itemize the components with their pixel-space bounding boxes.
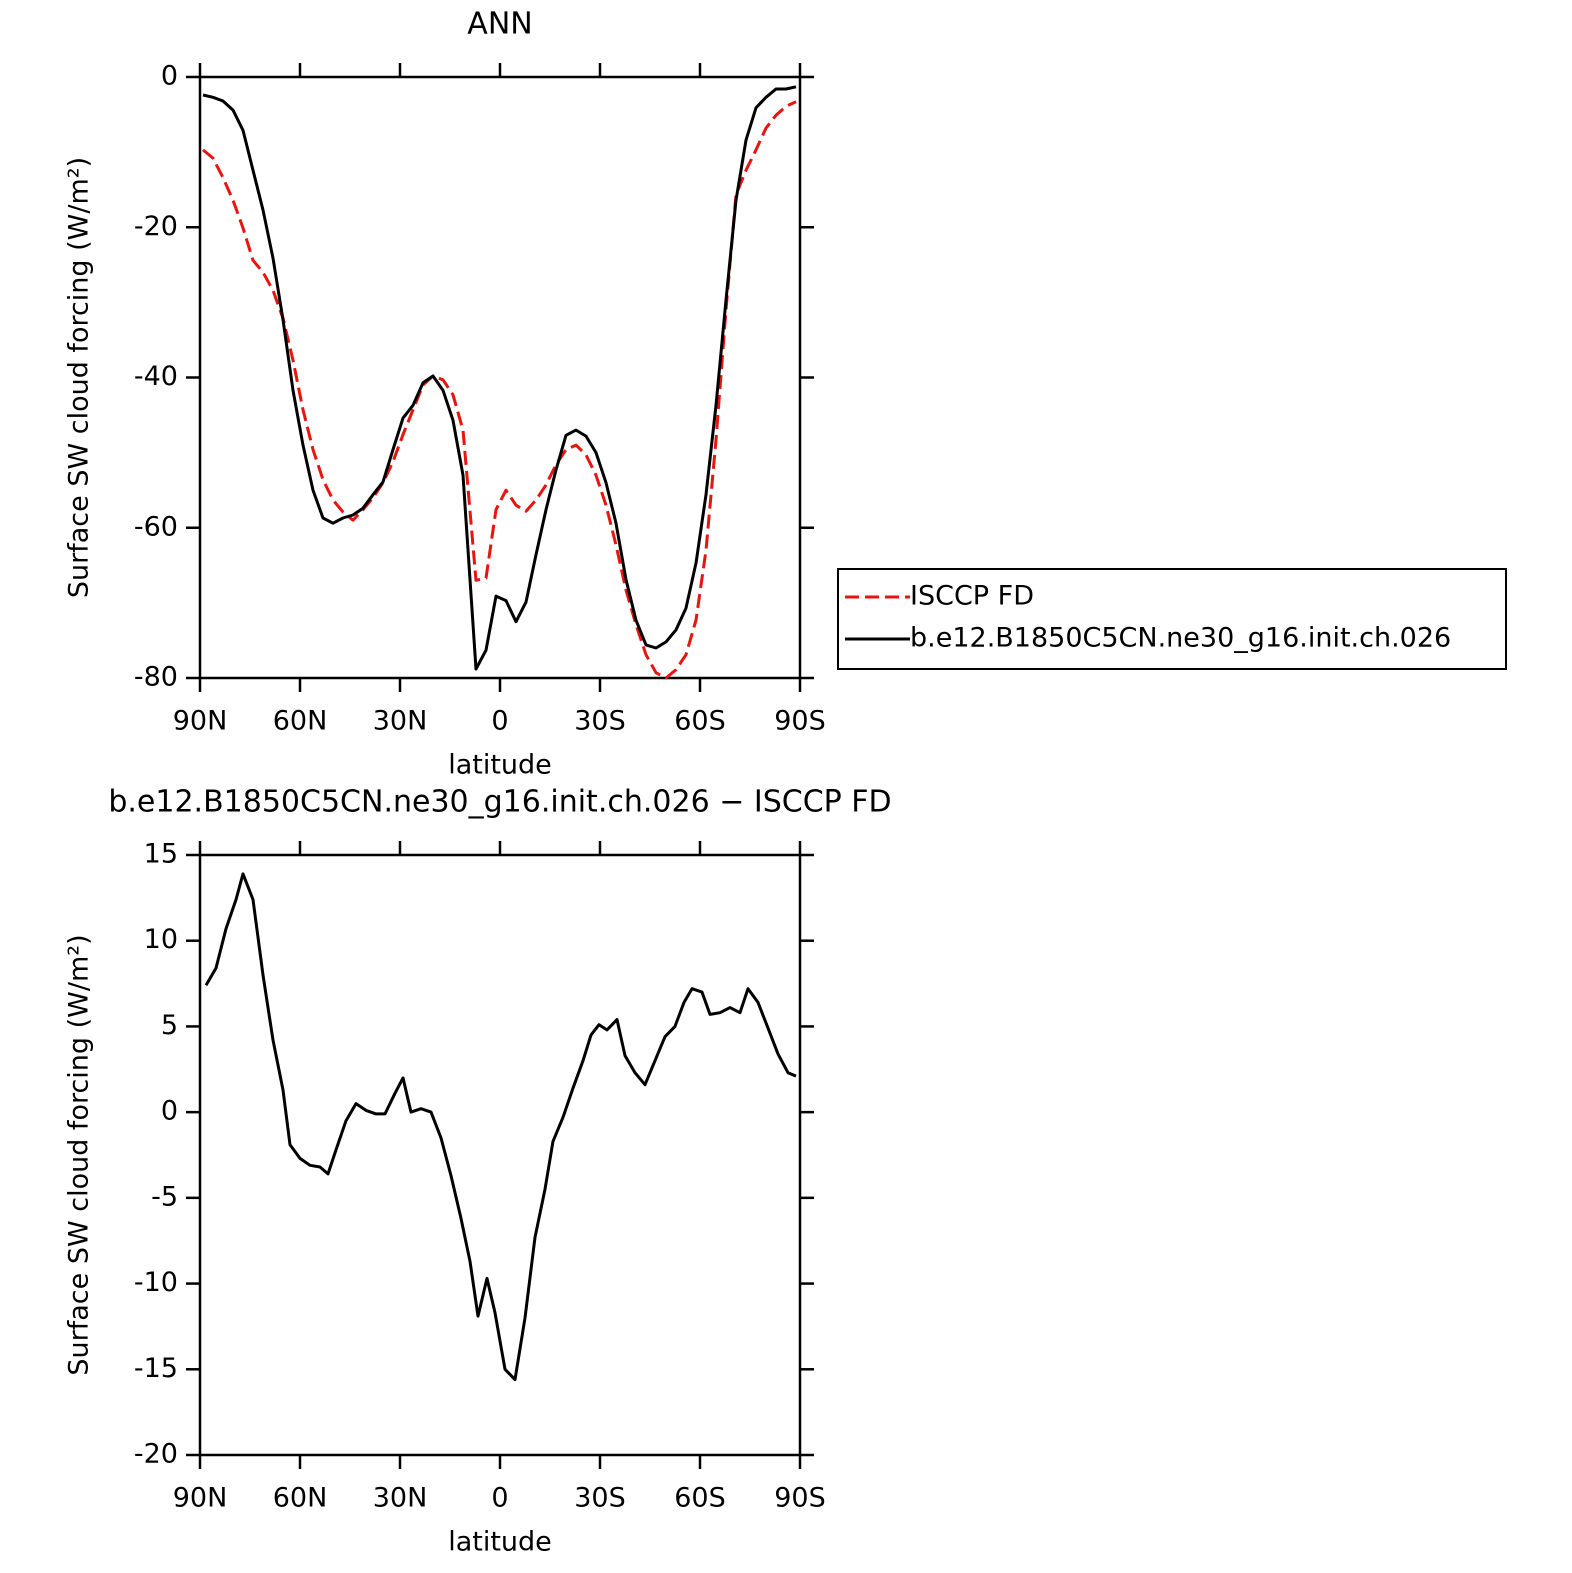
x-tick-label: 60N xyxy=(273,706,328,737)
y-tick-label: 0 xyxy=(161,1096,178,1127)
x-tick-label: 90S xyxy=(774,1483,826,1514)
plot-frame xyxy=(198,853,802,1457)
series-line xyxy=(202,85,797,671)
x-tick-label: 60S xyxy=(674,1483,726,1514)
y-tick-label: -15 xyxy=(134,1353,178,1384)
y-axis-label: Surface SW cloud forcing (W/m²) xyxy=(64,934,95,1375)
difference-line xyxy=(204,872,797,1382)
y-tick-label: -10 xyxy=(134,1267,178,1298)
y-tick-label: 15 xyxy=(144,839,178,870)
x-tick-label: 30N xyxy=(373,1483,428,1514)
y-tick-label: 0 xyxy=(161,61,178,92)
legend-box xyxy=(837,568,1507,670)
x-tick-label: 30S xyxy=(574,1483,626,1514)
y-tick-label: 10 xyxy=(144,924,178,955)
x-tick-label: 60N xyxy=(273,1483,328,1514)
x-tick-label: 30N xyxy=(373,706,428,737)
series-line xyxy=(202,100,797,680)
x-tick-label: 90S xyxy=(774,706,826,737)
legend-label: b.e12.B1850C5CN.ne30_g16.init.ch.026 xyxy=(910,623,1451,654)
y-tick-label: -80 xyxy=(134,662,178,693)
y-tick-label: -20 xyxy=(134,1439,178,1470)
chart-title: ANN xyxy=(467,7,532,42)
x-tick-label: 90N xyxy=(173,706,228,737)
x-tick-label: 90N xyxy=(173,1483,228,1514)
x-tick-label: 0 xyxy=(491,1483,508,1514)
y-tick-label: -5 xyxy=(151,1181,178,1212)
y-tick-label: 5 xyxy=(161,1010,178,1041)
y-tick-label: -40 xyxy=(134,361,178,392)
y-tick-label: -60 xyxy=(134,511,178,542)
x-tick-label: 60S xyxy=(674,706,726,737)
legend-label: ISCCP FD xyxy=(910,581,1034,612)
chart-title: b.e12.B1850C5CN.ne30_g16.init.ch.026 − I… xyxy=(108,785,891,820)
x-tick-label: 30S xyxy=(574,706,626,737)
x-axis-label: latitude xyxy=(448,1527,552,1558)
x-tick-label: 0 xyxy=(491,706,508,737)
y-axis-label: Surface SW cloud forcing (W/m²) xyxy=(64,157,95,598)
x-axis-label: latitude xyxy=(448,750,552,781)
y-tick-label: -20 xyxy=(134,211,178,242)
